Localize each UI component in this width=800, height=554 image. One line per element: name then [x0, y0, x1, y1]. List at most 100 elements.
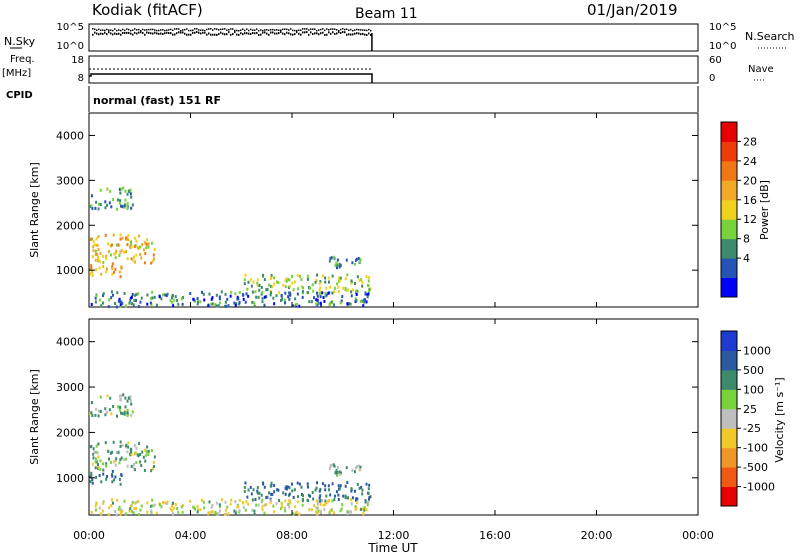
velocity-echo — [153, 464, 156, 468]
nsearch-trace-dot — [236, 29, 238, 32]
nsearch-trace-dot — [252, 29, 254, 31]
power-echo — [144, 252, 147, 256]
power-echo — [312, 289, 315, 293]
power-echo — [315, 302, 318, 306]
power-echo — [227, 304, 230, 308]
nsearch-trace-dot — [274, 29, 276, 31]
nsky-trace-dot — [326, 33, 328, 36]
nsearch-trace-dot — [162, 29, 164, 31]
velocity-echo — [350, 489, 353, 493]
power-echo — [135, 292, 138, 296]
velocity-echo — [339, 471, 342, 475]
nsky-trace-dot — [168, 32, 170, 35]
velocity-echo — [91, 481, 94, 485]
velocity-colorbar-swatch — [721, 447, 737, 468]
velocity-echo — [119, 507, 122, 511]
power-echo — [288, 291, 291, 295]
power-echo — [95, 252, 98, 256]
velocity-echo — [210, 505, 213, 509]
nsearch-trace-dot — [122, 28, 124, 31]
power-echo — [350, 302, 353, 306]
velocity-colorbar-tick-label: 1000 — [743, 344, 771, 357]
power-echo — [196, 302, 199, 306]
power-echo — [287, 295, 290, 299]
nsky-trace-dot — [102, 32, 104, 35]
velocity-colorbar-tick-label: 500 — [743, 364, 764, 377]
nsearch-trace-dot — [186, 28, 188, 30]
power-echo — [99, 188, 102, 192]
nsky-trace-dot — [112, 33, 114, 36]
nsearch-trace-dot — [334, 28, 336, 31]
power-echo — [111, 272, 114, 276]
velocity-echo — [355, 465, 358, 469]
power-echo — [110, 296, 113, 300]
velocity-echo — [117, 451, 120, 455]
power-colorbar-swatch — [721, 258, 737, 279]
velocity-echo — [333, 498, 336, 502]
power-echo — [94, 300, 97, 304]
nsearch-trace-dot — [268, 29, 270, 32]
power-colorbar-tick-label: 4 — [743, 252, 750, 265]
nsky-trace-dot — [206, 33, 208, 36]
velocity-echo — [90, 411, 93, 415]
nsky-trace-dot — [296, 31, 298, 34]
velocity-echo — [123, 411, 126, 415]
velocity-echo — [369, 495, 372, 499]
nsky-trace-dot — [178, 31, 180, 34]
velocity-echo — [126, 414, 129, 418]
nsky-trace-dot — [338, 31, 340, 34]
velocity-echo — [129, 504, 132, 508]
velocity-echo — [130, 464, 133, 468]
power-panel-frame — [88, 112, 699, 308]
velocity-echo — [144, 459, 147, 463]
velocity-echo — [116, 498, 119, 502]
velocity-echo — [329, 509, 332, 513]
velocity-echo — [252, 488, 255, 492]
velocity-echo — [269, 501, 272, 505]
power-echo — [145, 246, 148, 250]
velocity-echo — [366, 503, 369, 507]
velocity-echo — [111, 474, 114, 478]
velocity-y-tick-label: 1000 — [56, 472, 84, 485]
velocity-echo — [132, 462, 135, 466]
velocity-echo — [317, 509, 320, 513]
power-echo — [261, 296, 264, 300]
power-echo — [256, 283, 259, 287]
power-echo — [116, 207, 119, 211]
velocity-echo — [230, 498, 233, 502]
velocity-echo — [119, 482, 122, 486]
velocity-y-axis: 4000 3000 2000 1000 — [56, 336, 698, 485]
velocity-echo — [114, 463, 117, 467]
velocity-echo — [89, 412, 92, 416]
velocity-echo — [127, 396, 130, 400]
nsky-trace-dot — [276, 32, 278, 35]
power-echo — [101, 301, 104, 305]
power-echo — [108, 298, 111, 302]
nsearch-trace-dot — [176, 28, 178, 30]
power-echo — [339, 263, 342, 267]
nsky-trace-dot — [114, 32, 116, 35]
power-echo — [114, 256, 117, 260]
power-echo — [335, 261, 338, 265]
nsky-trace-dot — [212, 33, 214, 36]
velocity-echo — [366, 501, 369, 505]
velocity-echo — [333, 511, 336, 515]
velocity-colorbar-tick-label: -100 — [743, 442, 768, 455]
nsearch-trace-dot — [174, 28, 176, 30]
nsearch-trace-dot — [332, 28, 334, 30]
velocity-echo — [363, 508, 366, 512]
nsky-trace-dot — [146, 31, 148, 34]
velocity-echo — [360, 485, 363, 489]
power-echo — [127, 234, 130, 238]
velocity-echo — [287, 503, 290, 507]
velocity-echo — [351, 468, 354, 472]
velocity-echo — [90, 510, 93, 514]
power-colorbar-swatch — [721, 122, 737, 142]
power-echo — [129, 296, 132, 300]
nsearch-trace-dot — [194, 28, 196, 30]
nsearch-trace-dot — [128, 28, 130, 31]
power-echo — [316, 294, 319, 298]
power-echo — [337, 276, 340, 280]
nsearch-trace-dot — [336, 29, 338, 31]
nsearch-trace-dot — [338, 29, 340, 32]
